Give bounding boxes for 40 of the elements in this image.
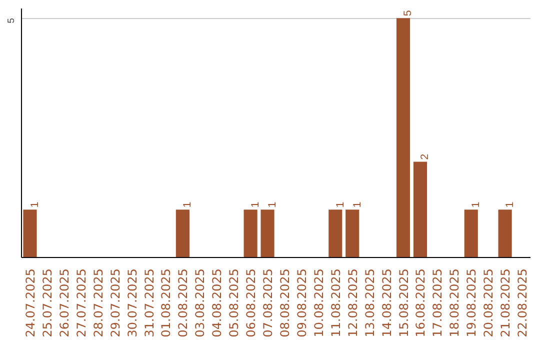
x-tick-label: 14.08.2025: [380, 268, 394, 338]
x-tick-label: 01.08.2025: [159, 268, 174, 338]
x-tick-label: 09.08.2025: [294, 268, 309, 338]
data-label: 1: [182, 202, 194, 208]
x-tick-label: 21.08.2025: [498, 268, 513, 338]
x-tick-label: 29.07.2025: [108, 268, 122, 338]
data-label: 5: [402, 10, 414, 16]
x-tick-label: 10.08.2025: [312, 268, 326, 338]
data-label: 1: [266, 202, 279, 208]
x-tick-label: 25.07.2025: [40, 268, 54, 338]
x-tick-label: 13.08.2025: [362, 268, 377, 338]
data-label: 2: [419, 154, 432, 160]
x-tick-label: 18.08.2025: [448, 268, 462, 338]
x-tick-label: 03.08.2025: [193, 268, 208, 338]
x-tick-label: 28.07.2025: [91, 268, 106, 338]
x-tick-label: 04.08.2025: [210, 268, 224, 338]
x-tick-label: 05.08.2025: [227, 268, 242, 338]
x-tick-label: 31.07.2025: [142, 268, 156, 338]
x-tick-label: 22.08.2025: [516, 268, 530, 338]
x-tick-label: 30.07.2025: [125, 268, 140, 338]
x-tick-label: 11.08.2025: [328, 268, 343, 338]
x-tick-label: 08.08.2025: [278, 268, 292, 338]
x-tick-label: 24.07.2025: [23, 268, 38, 338]
x-tick-label: 07.08.2025: [261, 268, 276, 338]
x-tick-label: 20.08.2025: [482, 268, 496, 338]
data-label: 1: [250, 202, 262, 208]
x-tick-label: 12.08.2025: [346, 268, 360, 338]
x-tick-label: 19.08.2025: [464, 268, 479, 338]
x-tick-label: 02.08.2025: [176, 268, 190, 338]
data-label: 1: [470, 202, 482, 208]
x-tick-label: 26.07.2025: [57, 268, 72, 338]
x-tick-label: 27.07.2025: [74, 268, 88, 338]
data-label: 1: [28, 202, 41, 208]
x-tick-label: 15.08.2025: [396, 268, 411, 338]
x-tick-label: 06.08.2025: [244, 268, 258, 338]
x-tick-label: 16.08.2025: [414, 268, 428, 338]
data-label: 1: [351, 202, 364, 208]
data-label: 1: [334, 202, 346, 208]
x-tick-label: 17.08.2025: [430, 268, 445, 338]
data-label: 1: [504, 202, 516, 208]
